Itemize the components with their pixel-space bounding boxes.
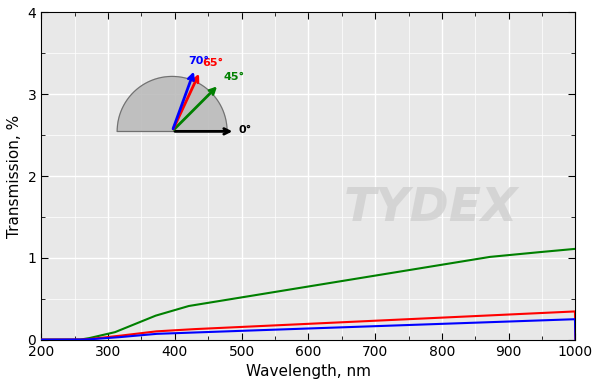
Y-axis label: Transmission, %: Transmission, % <box>7 114 22 238</box>
Text: TYDEX: TYDEX <box>344 186 518 231</box>
X-axis label: Wavelength, nm: Wavelength, nm <box>246 364 371 379</box>
